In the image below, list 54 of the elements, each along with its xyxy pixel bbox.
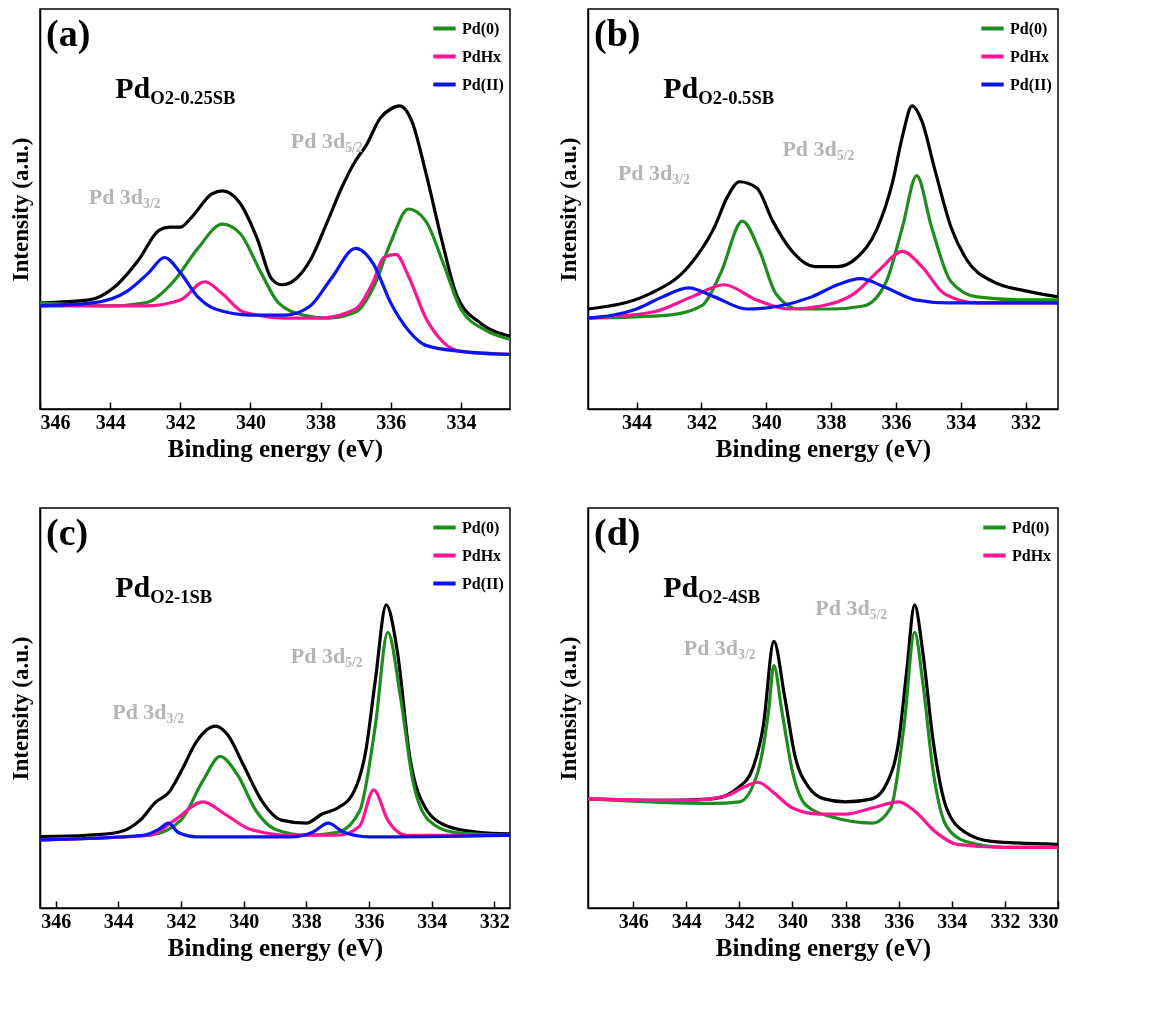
x-axis-title: Binding energy (eV) [715,434,932,463]
x-tick-label: 346 [40,410,71,433]
chart-title: (b) [594,12,641,55]
x-tick-label: 338 [831,909,862,932]
x-axis-title: Binding energy (eV) [167,933,384,962]
legend-label: Pd(0) [462,19,500,38]
x-tick-label: 330 [1028,909,1059,932]
chart-title: (a) [46,12,91,55]
x-tick-label: 336 [376,410,407,433]
x-tick-label: 334 [937,909,968,932]
legend-label: PdHx [1012,546,1052,564]
chart-title: (d) [594,511,641,554]
x-tick-label: 338 [306,410,337,433]
x-tick-label: 344 [622,410,653,433]
x-tick-label: 340 [777,909,808,932]
x-tick-label: 338 [816,410,847,433]
x-tick-label: 344 [103,909,134,932]
x-tick-label: 336 [354,909,385,932]
legend-label: PdHx [1010,47,1050,65]
y-axis-title: Intensity (a.u.) [7,137,33,282]
legend-label: Pd(II) [1010,75,1052,94]
x-tick-label: 344 [671,909,702,932]
x-tick-label: 334 [417,909,448,932]
x-tick-label: 346 [41,909,72,932]
x-tick-label: 342 [724,909,755,932]
x-tick-label: 334 [446,410,477,433]
x-tick-label: 334 [946,410,977,433]
y-axis-title: Intensity (a.u.) [7,636,33,781]
x-tick-label: 342 [166,909,197,932]
x-tick-label: 340 [229,909,260,932]
y-axis-title: Intensity (a.u.) [555,636,581,781]
x-tick-label: 332 [479,909,510,932]
x-tick-label: 336 [881,410,912,433]
legend-label: Pd(0) [462,518,500,537]
chart-title: (c) [46,511,89,554]
legend-label: Pd(II) [462,75,504,94]
x-tick-label: 342 [165,410,196,433]
x-tick-label: 332 [990,909,1021,932]
x-tick-label: 346 [618,909,649,932]
x-axis-title: Binding energy (eV) [715,933,932,962]
x-tick-label: 344 [95,410,126,433]
x-tick-label: 342 [686,410,717,433]
legend-label: Pd(II) [462,574,504,593]
legend-label: PdHx [462,47,502,65]
legend-label: Pd(0) [1010,19,1048,38]
x-tick-label: 336 [884,909,915,932]
x-tick-label: 340 [751,410,782,433]
legend-label: Pd(0) [1012,518,1050,537]
x-tick-label: 332 [1011,410,1042,433]
y-axis-title: Intensity (a.u.) [555,137,581,282]
x-tick-label: 338 [291,909,322,932]
x-tick-label: 340 [235,410,266,433]
x-axis-title: Binding energy (eV) [167,434,384,463]
legend-label: PdHx [462,546,502,564]
